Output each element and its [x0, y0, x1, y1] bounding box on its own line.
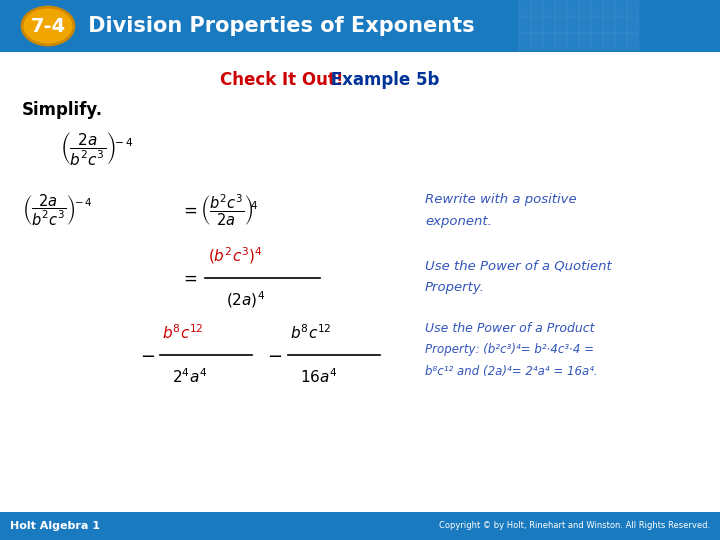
FancyBboxPatch shape: [567, 0, 579, 16]
Text: $\left(b^2c^3\right)^4$: $\left(b^2c^3\right)^4$: [208, 246, 263, 266]
Text: $=$: $=$: [180, 201, 197, 219]
FancyBboxPatch shape: [543, 16, 555, 33]
FancyBboxPatch shape: [579, 0, 591, 16]
Text: Simplify.: Simplify.: [22, 101, 103, 119]
FancyBboxPatch shape: [627, 33, 639, 50]
Text: $\left(\dfrac{b^2c^3}{2a}\right)^{\!\!4}$: $\left(\dfrac{b^2c^3}{2a}\right)^{\!\!4}…: [200, 192, 258, 228]
Text: Division Properties of Exponents: Division Properties of Exponents: [81, 16, 474, 36]
Text: exponent.: exponent.: [425, 215, 492, 228]
FancyBboxPatch shape: [543, 33, 555, 50]
Bar: [0, 512, 720, 540]
Text: Copyright © by Holt, Rinehart and Winston. All Rights Reserved.: Copyright © by Holt, Rinehart and Winsto…: [439, 522, 710, 530]
Text: Example 5b: Example 5b: [325, 71, 439, 89]
Text: Use the Power of a Product: Use the Power of a Product: [425, 322, 595, 335]
FancyBboxPatch shape: [519, 0, 531, 16]
FancyBboxPatch shape: [555, 33, 567, 50]
FancyBboxPatch shape: [615, 0, 627, 16]
FancyBboxPatch shape: [531, 33, 543, 50]
FancyBboxPatch shape: [603, 0, 615, 16]
FancyBboxPatch shape: [627, 0, 639, 16]
FancyBboxPatch shape: [519, 16, 531, 33]
Text: b⁸c¹² and (2a)⁴= 2⁴a⁴ = 16a⁴.: b⁸c¹² and (2a)⁴= 2⁴a⁴ = 16a⁴.: [425, 366, 598, 379]
FancyBboxPatch shape: [615, 16, 627, 33]
Text: $b^8c^{12}$: $b^8c^{12}$: [290, 323, 332, 342]
Text: $b^8c^{12}$: $b^8c^{12}$: [162, 323, 204, 342]
Text: $2^4a^4$: $2^4a^4$: [172, 368, 207, 386]
Text: Check It Out!: Check It Out!: [220, 71, 343, 89]
FancyBboxPatch shape: [603, 33, 615, 50]
Text: $\left(\dfrac{2a}{b^2c^3}\right)^{\!\!-4}$: $\left(\dfrac{2a}{b^2c^3}\right)^{\!\!-4…: [60, 130, 134, 166]
Text: Property: (b²c³)⁴= b²⋅4c³⋅4 =: Property: (b²c³)⁴= b²⋅4c³⋅4 =: [425, 343, 594, 356]
FancyBboxPatch shape: [591, 0, 603, 16]
FancyBboxPatch shape: [591, 33, 603, 50]
Text: $-$: $-$: [267, 346, 282, 364]
Text: $=$: $=$: [180, 269, 197, 287]
FancyBboxPatch shape: [567, 16, 579, 33]
FancyBboxPatch shape: [519, 33, 531, 50]
Text: Property.: Property.: [425, 281, 485, 294]
FancyBboxPatch shape: [555, 0, 567, 16]
FancyBboxPatch shape: [531, 16, 543, 33]
FancyBboxPatch shape: [543, 0, 555, 16]
FancyBboxPatch shape: [567, 33, 579, 50]
Ellipse shape: [22, 7, 74, 45]
Text: $16a^4$: $16a^4$: [300, 368, 338, 386]
Text: Use the Power of a Quotient: Use the Power of a Quotient: [425, 260, 612, 273]
FancyBboxPatch shape: [627, 16, 639, 33]
Text: $\left(\dfrac{2a}{b^2c^3}\right)^{\!\!-4}$: $\left(\dfrac{2a}{b^2c^3}\right)^{\!\!-4…: [22, 192, 93, 228]
Bar: [0, 0, 720, 52]
Text: $\left(2a\right)^4$: $\left(2a\right)^4$: [226, 289, 265, 310]
FancyBboxPatch shape: [603, 16, 615, 33]
Text: Holt Algebra 1: Holt Algebra 1: [10, 521, 100, 531]
FancyBboxPatch shape: [615, 33, 627, 50]
Text: Rewrite with a positive: Rewrite with a positive: [425, 193, 577, 206]
Text: $-$: $-$: [140, 346, 155, 364]
FancyBboxPatch shape: [579, 33, 591, 50]
FancyBboxPatch shape: [579, 16, 591, 33]
FancyBboxPatch shape: [591, 16, 603, 33]
FancyBboxPatch shape: [531, 0, 543, 16]
Text: 7-4: 7-4: [30, 17, 66, 36]
FancyBboxPatch shape: [555, 16, 567, 33]
